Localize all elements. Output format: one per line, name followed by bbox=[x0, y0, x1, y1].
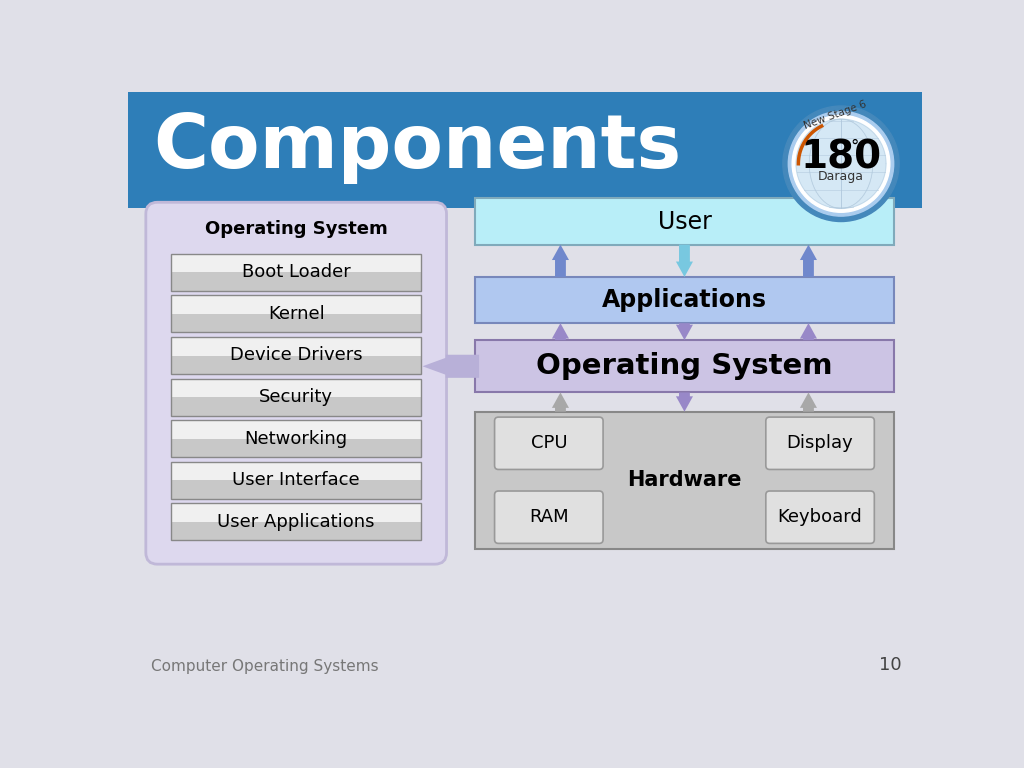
Text: Kernel: Kernel bbox=[268, 305, 325, 323]
Polygon shape bbox=[423, 355, 479, 378]
Text: Boot Loader: Boot Loader bbox=[242, 263, 350, 281]
Circle shape bbox=[796, 119, 886, 208]
FancyBboxPatch shape bbox=[475, 340, 894, 392]
Text: Daraga: Daraga bbox=[818, 170, 864, 183]
Text: Networking: Networking bbox=[245, 429, 348, 448]
Text: Computer Operating Systems: Computer Operating Systems bbox=[152, 659, 379, 674]
Polygon shape bbox=[552, 245, 569, 277]
FancyBboxPatch shape bbox=[495, 417, 603, 469]
FancyBboxPatch shape bbox=[171, 273, 421, 291]
FancyBboxPatch shape bbox=[128, 92, 922, 207]
FancyBboxPatch shape bbox=[171, 296, 421, 314]
Text: CPU: CPU bbox=[530, 434, 567, 452]
FancyBboxPatch shape bbox=[171, 254, 421, 273]
Text: User: User bbox=[657, 210, 712, 233]
FancyBboxPatch shape bbox=[171, 503, 421, 521]
FancyBboxPatch shape bbox=[475, 198, 894, 245]
Polygon shape bbox=[552, 392, 569, 412]
FancyBboxPatch shape bbox=[171, 439, 421, 457]
Polygon shape bbox=[800, 392, 817, 412]
Polygon shape bbox=[676, 392, 693, 412]
Text: RAM: RAM bbox=[529, 508, 568, 526]
Circle shape bbox=[783, 106, 899, 221]
FancyBboxPatch shape bbox=[145, 202, 446, 564]
FancyBboxPatch shape bbox=[766, 417, 874, 469]
FancyBboxPatch shape bbox=[171, 521, 421, 541]
FancyBboxPatch shape bbox=[171, 420, 421, 439]
Text: Components: Components bbox=[153, 111, 681, 184]
Text: User Applications: User Applications bbox=[217, 513, 375, 531]
Text: User Interface: User Interface bbox=[232, 472, 360, 489]
Text: 10: 10 bbox=[879, 657, 901, 674]
FancyBboxPatch shape bbox=[171, 356, 421, 374]
Circle shape bbox=[788, 111, 894, 216]
FancyBboxPatch shape bbox=[171, 314, 421, 333]
Text: Display: Display bbox=[786, 434, 853, 452]
FancyBboxPatch shape bbox=[475, 412, 894, 549]
Circle shape bbox=[793, 115, 890, 212]
FancyBboxPatch shape bbox=[475, 277, 894, 323]
FancyBboxPatch shape bbox=[171, 337, 421, 356]
Text: 180: 180 bbox=[801, 138, 882, 177]
FancyBboxPatch shape bbox=[171, 379, 421, 397]
Text: Device Drivers: Device Drivers bbox=[229, 346, 362, 365]
FancyBboxPatch shape bbox=[171, 462, 421, 480]
Text: Operating System: Operating System bbox=[537, 353, 833, 380]
FancyBboxPatch shape bbox=[171, 397, 421, 415]
FancyBboxPatch shape bbox=[171, 480, 421, 498]
Text: °: ° bbox=[851, 137, 859, 156]
Text: Security: Security bbox=[259, 388, 333, 406]
Text: New Stage 6: New Stage 6 bbox=[802, 99, 867, 131]
Text: Hardware: Hardware bbox=[627, 470, 741, 490]
Polygon shape bbox=[676, 245, 693, 277]
Text: Keyboard: Keyboard bbox=[777, 508, 862, 526]
Polygon shape bbox=[552, 323, 569, 340]
Text: Applications: Applications bbox=[602, 288, 767, 312]
Text: Operating System: Operating System bbox=[205, 220, 387, 238]
FancyBboxPatch shape bbox=[495, 491, 603, 544]
Polygon shape bbox=[676, 323, 693, 340]
Polygon shape bbox=[800, 323, 817, 340]
FancyBboxPatch shape bbox=[766, 491, 874, 544]
Polygon shape bbox=[800, 245, 817, 277]
